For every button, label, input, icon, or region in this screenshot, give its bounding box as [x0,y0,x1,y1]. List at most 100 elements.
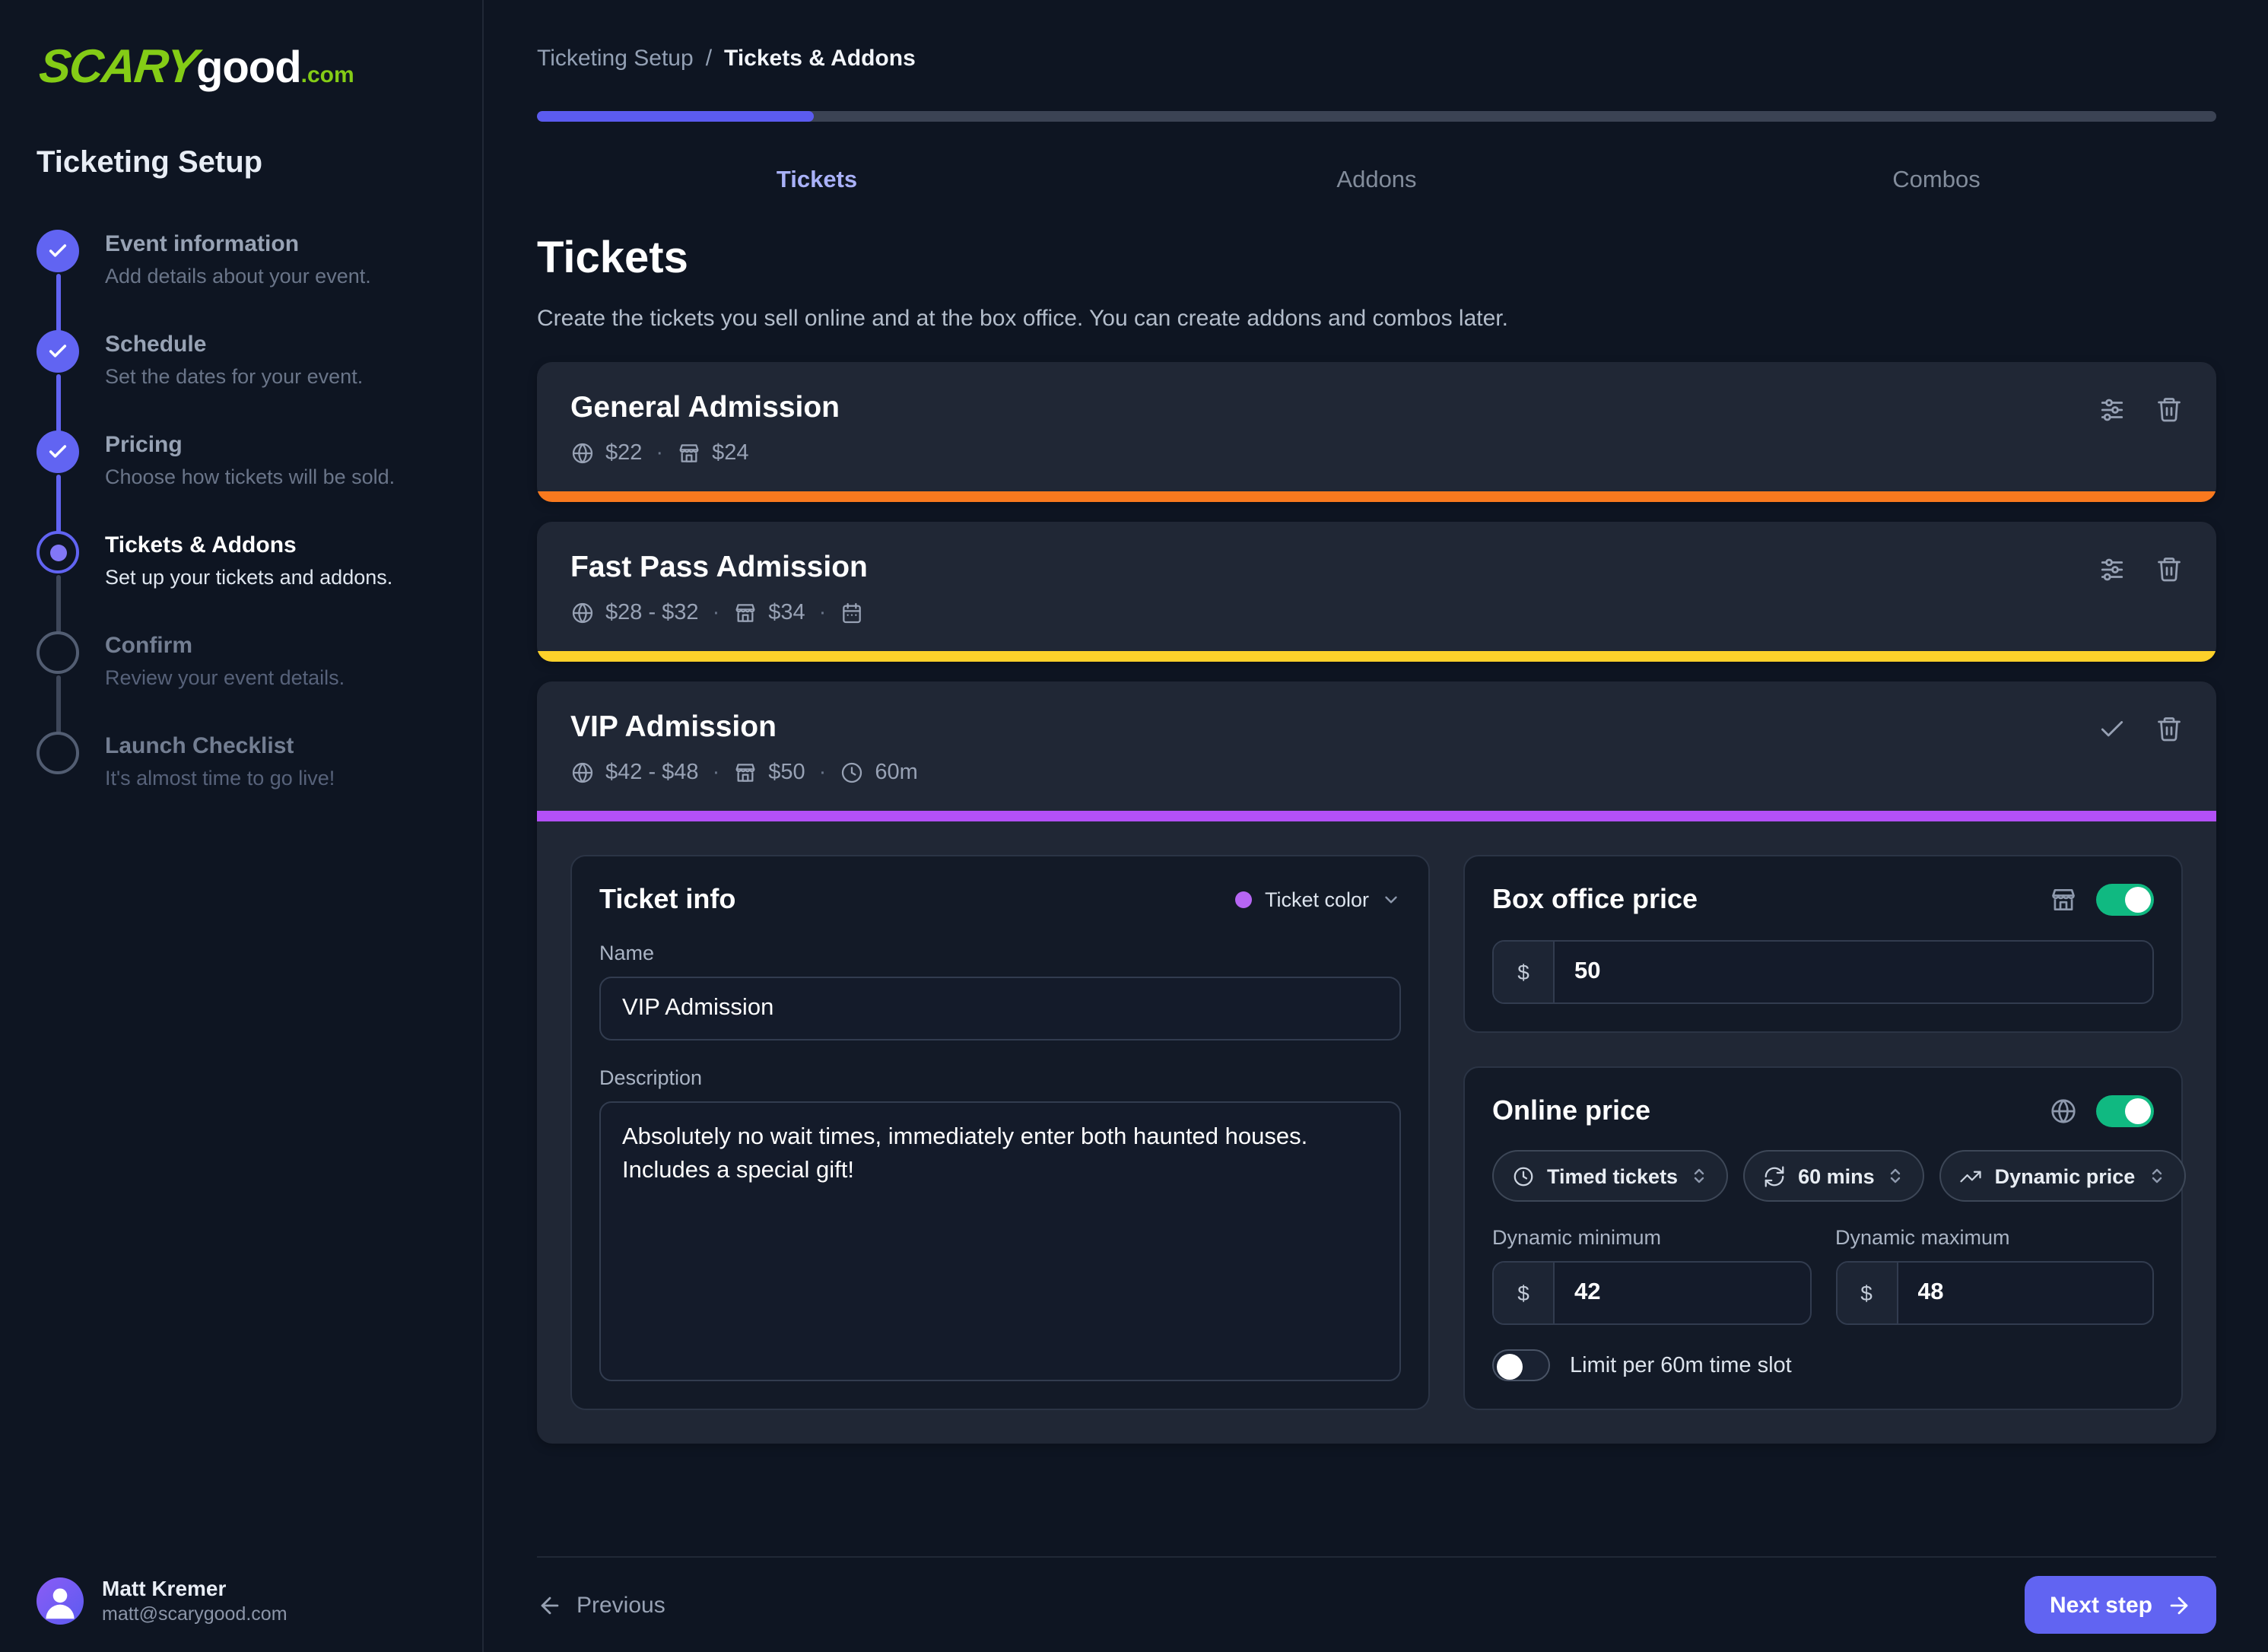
page-title: Tickets [537,234,688,283]
check-icon [37,430,79,473]
empty-step-circle [37,732,79,774]
currency-prefix: $ [1837,1263,1898,1323]
ticket-description-input[interactable] [599,1101,1401,1381]
time-slot-length-select[interactable]: 60 mins [1743,1150,1925,1202]
trash-icon[interactable] [2155,555,2183,584]
breadcrumb-current: Tickets & Addons [724,46,916,71]
online-price: $22 [570,441,642,465]
ticket-card-vip: VIP Admission [537,681,2216,1444]
tab-combos[interactable]: Combos [1892,167,1981,193]
step-pricing[interactable]: Pricing Choose how tickets will be sold. [37,430,446,535]
step-launch-checklist[interactable]: Launch Checklist It's almost time to go … [37,732,446,832]
box-office-price-input[interactable] [1555,942,2152,1002]
online-price-panel: Online price Timed tickets [1463,1066,2186,1410]
online-price-heading: Online price [1492,1095,1651,1126]
limit-per-slot-toggle[interactable] [1492,1349,1550,1381]
breadcrumb-separator: / [705,46,713,71]
box-office-price-field: $ [1492,940,2154,1004]
box-office-price: $34 [733,601,805,625]
online-price-toggle[interactable] [2096,1095,2154,1127]
step-connector [56,675,60,736]
ticket-color-strip [537,651,2216,662]
previous-button[interactable]: Previous [537,1592,665,1618]
ticket-info-panel: Ticket info Ticket color Name Descriptio… [570,855,1430,1410]
pricing-mode-select[interactable]: Dynamic price [1939,1150,2186,1202]
box-office-panel: Box office price $ [1463,855,2183,1033]
tab-tickets[interactable]: Tickets [776,167,858,193]
sidebar-title: Ticketing Setup [37,146,263,179]
step-connector [56,374,60,435]
user-email: matt@scarygood.com [102,1603,287,1625]
tab-addons[interactable]: Addons [1336,167,1417,193]
step-tickets-addons[interactable]: Tickets & Addons Set up your tickets and… [37,531,446,636]
step-connector [56,575,60,636]
arrow-left-icon [541,1596,559,1614]
ticket-name-input[interactable] [599,977,1401,1040]
ticket-info-heading: Ticket info [599,884,736,914]
dynamic-maximum-field: $ [1835,1261,2154,1325]
page-description: Create the tickets you sell online and a… [537,306,1508,332]
step-connector [56,274,60,335]
limit-per-slot-label: Limit per 60m time slot [1570,1353,1792,1377]
description-label: Description [599,1066,703,1089]
box-office-price: $24 [677,441,749,465]
sliders-icon[interactable] [2098,396,2127,424]
user-avatar [37,1577,84,1624]
globe-icon [572,443,593,464]
arrow-right-icon [2170,1596,2188,1614]
name-label: Name [599,942,655,964]
check-icon [37,330,79,373]
ticket-color-dropdown[interactable]: Ticket color [1235,888,1401,911]
step-subtitle: Set up your tickets and addons. [105,566,393,589]
dynamic-maximum-label: Dynamic maximum [1835,1226,2010,1249]
dynamic-maximum-input[interactable] [1898,1263,2152,1323]
trash-icon[interactable] [2155,715,2183,744]
dot-separator: · [818,601,827,625]
empty-step-circle [37,631,79,674]
dynamic-minimum-input[interactable] [1555,1263,1809,1323]
person-icon [46,1587,75,1619]
step-subtitle: Choose how tickets will be sold. [105,465,395,488]
step-title: Event information [105,231,300,257]
ticket-list: General Admission [537,362,2216,1444]
active-step-dot [37,531,79,573]
ticket-color-swatch [1235,891,1253,908]
confirm-check-icon[interactable] [2098,715,2127,744]
timed-tickets-select[interactable]: Timed tickets [1492,1150,1729,1202]
globe-icon [572,602,593,624]
step-confirm[interactable]: Confirm Review your event details. [37,631,446,736]
step-event-information[interactable]: Event information Add details about your… [37,230,446,335]
ticket-color-strip [537,491,2216,502]
user-name: Matt Kremer [102,1576,227,1600]
sidebar: SCARY good .com Ticketing Setup Event info… [0,0,484,1652]
box-office-toggle[interactable] [2096,884,2154,916]
ticket-card-fast-pass[interactable]: Fast Pass Admission [537,522,2216,662]
logo-scary: SCARY [37,40,199,93]
ticket-type-tabs: Tickets Addons Combos [537,152,2216,210]
next-step-button[interactable]: Next step [2025,1576,2216,1634]
ticket-card-general-admission[interactable]: General Admission [537,362,2216,502]
breadcrumb-parent-link[interactable]: Ticketing Setup [537,46,694,71]
chevrons-up-down-icon [2152,1168,2162,1183]
storefront-icon [679,444,699,462]
chevrons-up-down-icon [1694,1168,1704,1183]
setup-stepper: Event information Add details about your… [37,230,446,832]
step-schedule[interactable]: Schedule Set the dates for your event. [37,330,446,435]
chevrons-up-down-icon [1891,1168,1901,1183]
trash-icon[interactable] [2155,396,2183,424]
ticket-editor: Ticket info Ticket color Name Descriptio… [537,821,2216,1444]
sliders-icon[interactable] [2098,555,2127,584]
dynamic-minimum-field: $ [1492,1261,1811,1325]
dot-separator: · [712,601,720,625]
step-connector [56,475,60,535]
step-title: Schedule [105,332,207,357]
pricing-column: Box office price $ [1463,855,2186,1410]
user-profile: Matt Kremer matt@scarygood.com [37,1576,287,1625]
clock-icon [842,762,862,783]
chevron-down-icon [1385,896,1397,904]
ticket-name: VIP Admission [570,710,777,744]
storefront-icon [735,764,755,782]
ticket-name: Fast Pass Admission [570,551,868,584]
ticket-color-strip [537,811,2216,821]
dot-separator: · [818,761,827,785]
